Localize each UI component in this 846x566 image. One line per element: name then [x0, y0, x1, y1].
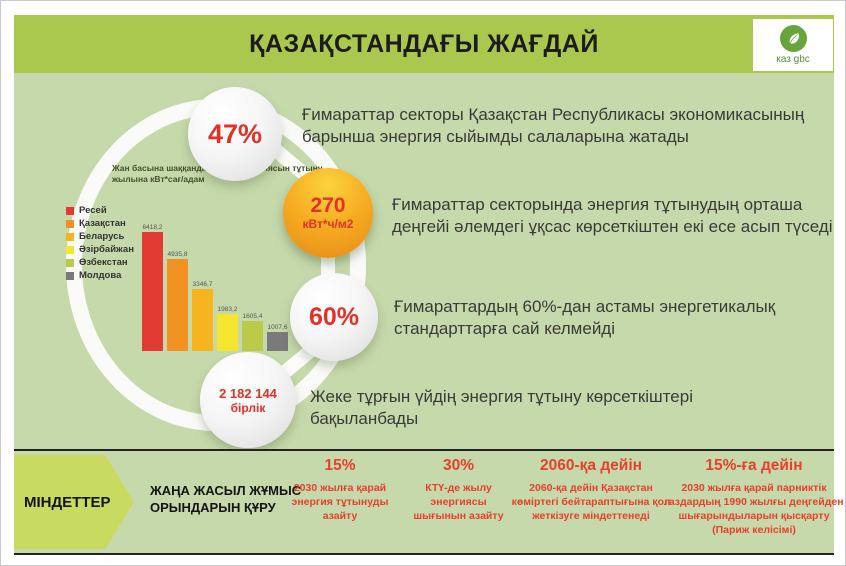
legend-item: Молдова: [66, 270, 134, 281]
bar-azerbaijan: 1983,2: [217, 306, 238, 351]
header-banner: ҚАЗАҚСТАНДАҒЫ ЖАҒДАЙ каз gbc: [14, 15, 834, 73]
objectives-arrow-label: МІНДЕТТЕР: [14, 455, 134, 549]
section-divider-bottom: [14, 553, 834, 555]
bar-belarus: 3346,7: [192, 281, 213, 351]
section-divider-top: [14, 449, 834, 451]
objective-column-3: 2060-қа дейін 2060-қа дейін Қазақстан кө…: [511, 457, 671, 524]
stat-ball-270kwh: 270 кВт*ч/м2: [283, 168, 373, 258]
legend-swatch: [66, 232, 74, 241]
objective-column-2: 30% КТҮ-де жылу энергиясы шығынын азайту: [406, 457, 511, 524]
legend-swatch: [66, 258, 74, 267]
main-panel: Жан басына шаққанда электр энергиясын тұ…: [14, 73, 834, 449]
objective-heading: 15%: [324, 457, 356, 474]
legend-item: Беларусь: [66, 231, 134, 242]
objective-column-4: 15%-ға дейін 2030 жылға қарай парниктік …: [664, 457, 844, 537]
fact-text-2: Ғимараттар секторында энергия тұтынудың …: [392, 195, 833, 236]
objective-heading: 15%-ға дейін: [705, 457, 803, 474]
legend-swatch: [66, 206, 74, 215]
legend-item: Қазақстан: [66, 218, 134, 229]
objective-body: 2030 жылға қарай парниктік газдардың 199…: [664, 482, 844, 536]
objective-item-jobs: ЖАҢА ЖАСЫЛ ЖҰМЫС ОРЫНДАРЫН ҚҰРУ: [150, 483, 302, 515]
chart-legend: Ресей Қазақстан Беларусь Әзірбайжан Өзбе…: [66, 205, 134, 283]
bar-kazakhstan: 4935,8: [167, 251, 188, 351]
objective-body: 2060-қа дейін Қазақстан көміртегі бейтар…: [511, 482, 671, 522]
bar-chart: 6418,2 4935,8 3346,7 1983,2 1605,4 1007,…: [142, 223, 307, 351]
legend-item: Әзірбайжан: [66, 244, 134, 255]
stat-ball-units: 2 182 144 бірлік: [200, 352, 296, 448]
objectives-section: МІНДЕТТЕР ЖАҢА ЖАСЫЛ ЖҰМЫС ОРЫНДАРЫН ҚҰР…: [14, 451, 844, 553]
fact-text-4: Жеке тұрғын үйдің энергия тұтыну көрсетк…: [310, 387, 693, 428]
bar-moldova: 1007,6: [267, 324, 288, 351]
kazgbc-logo: каз gbc: [753, 19, 833, 71]
objective-heading: 30%: [442, 457, 475, 474]
legend-item: Ресей: [66, 205, 134, 216]
legend-swatch: [66, 271, 74, 280]
bar-russia: 6418,2: [142, 224, 163, 351]
objective-body: 2030 жылға қарай энергия тұтынуды азайту: [291, 482, 389, 522]
leaf-icon: [779, 25, 807, 52]
fact-text-3: Ғимараттардың 60%-дан астамы энергетикал…: [394, 297, 776, 338]
bar-uzbekistan: 1605,4: [242, 313, 263, 351]
objective-body: КТҮ-де жылу энергиясы шығынын азайту: [413, 482, 504, 522]
fact-text-1: Ғимараттар секторы Қазақстан Республикас…: [302, 105, 805, 146]
page-title: ҚАЗАҚСТАНДАҒЫ ЖАҒДАЙ: [249, 30, 599, 58]
logo-brand-text: каз gbc: [776, 54, 810, 65]
legend-swatch: [66, 219, 74, 228]
legend-item: Өзбекстан: [66, 257, 134, 268]
stat-ball-47pct: 47%: [188, 87, 282, 181]
objective-column-1: 15% 2030 жылға қарай энергия тұтынуды аз…: [286, 457, 394, 524]
legend-swatch: [66, 245, 74, 254]
stat-ball-60pct: 60%: [290, 273, 378, 361]
objective-heading: 2060-қа дейін: [540, 457, 642, 474]
